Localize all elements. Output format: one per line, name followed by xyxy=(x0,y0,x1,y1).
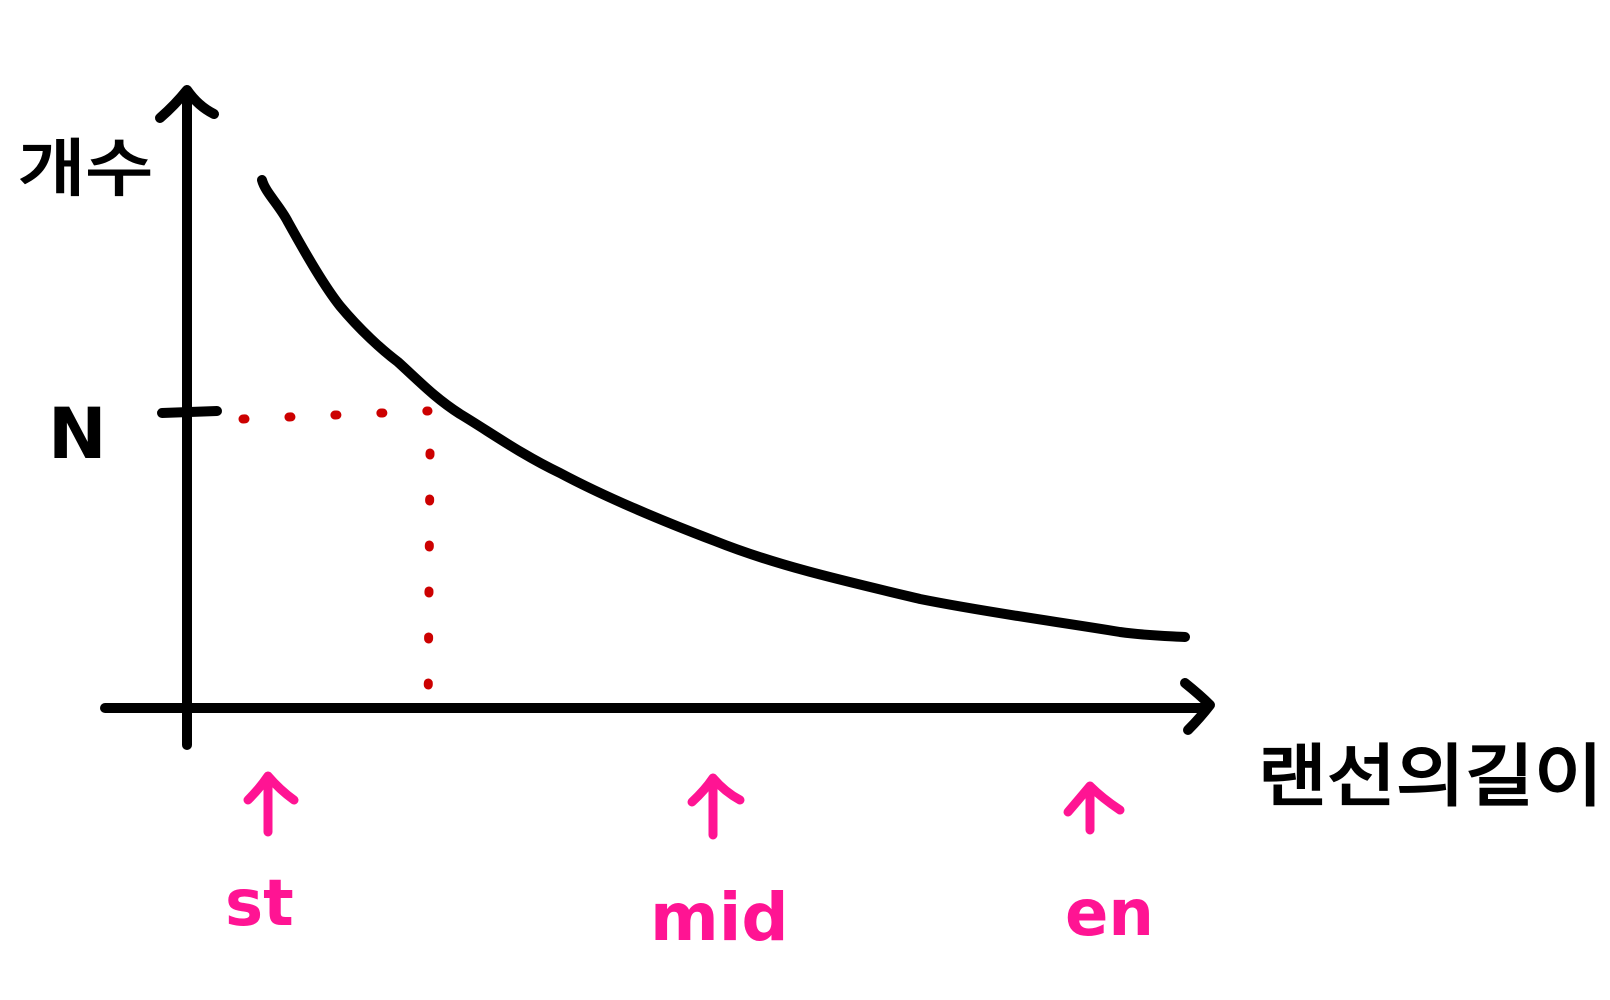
y-tick-label-n: N xyxy=(48,393,107,475)
x-axis-arrowhead-icon xyxy=(1180,678,1215,735)
up-arrow-icon xyxy=(243,771,299,837)
up-arrow-icon xyxy=(687,773,745,840)
y-axis xyxy=(155,85,219,750)
marker-en: en xyxy=(1063,781,1154,951)
n-horizontal-guide xyxy=(238,406,433,424)
count-curve xyxy=(257,175,1190,642)
marker-label-st: st xyxy=(225,867,294,941)
marker-label-mid: mid xyxy=(650,879,789,956)
marker-mid: mid xyxy=(650,773,789,956)
marker-label-en: en xyxy=(1065,877,1154,951)
y-tick-n xyxy=(157,406,222,418)
y-axis-arrowhead-icon xyxy=(155,85,219,123)
up-arrow-icon xyxy=(1063,781,1125,835)
y-axis-label: 개수 xyxy=(18,132,153,205)
marker-st: st xyxy=(225,771,299,941)
x-axis-label: 랜선의길이 xyxy=(1258,738,1603,817)
x-axis xyxy=(100,678,1215,735)
n-vertical-guide xyxy=(423,448,435,725)
